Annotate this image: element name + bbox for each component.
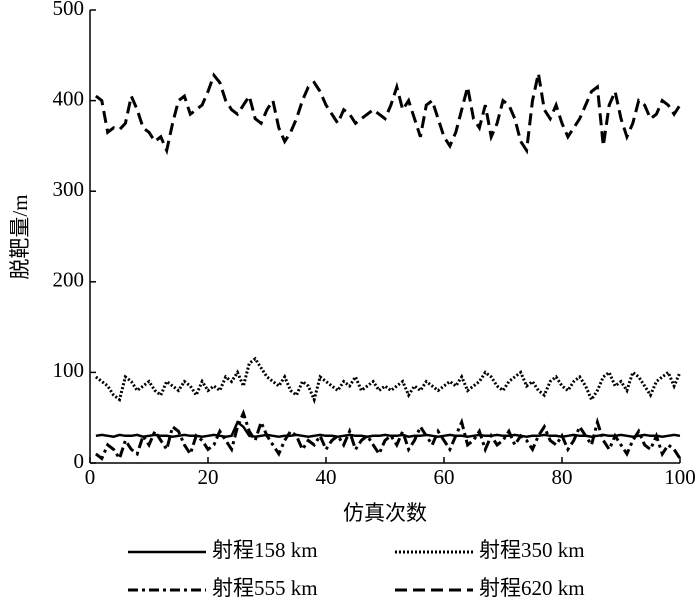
x-axis-label: 仿真次数 bbox=[343, 501, 427, 525]
x-tick-label: 40 bbox=[316, 465, 337, 489]
series-line bbox=[94, 356, 682, 405]
x-tick-label: 100 bbox=[664, 465, 696, 489]
x-tick-label: 80 bbox=[552, 465, 573, 489]
x-tick-label: 0 bbox=[85, 465, 96, 489]
series-line bbox=[94, 408, 682, 462]
y-tick-label: 200 bbox=[53, 268, 85, 292]
x-tick-label: 60 bbox=[434, 465, 455, 489]
x-tick-label: 20 bbox=[198, 465, 219, 489]
y-axis-label: 脱靶量/m bbox=[8, 194, 32, 279]
series-line bbox=[94, 72, 682, 156]
y-tick-label: 400 bbox=[53, 86, 85, 110]
legend-label: 射程350 km bbox=[479, 538, 585, 562]
legend-label: 射程555 km bbox=[212, 576, 318, 600]
y-tick-label: 300 bbox=[53, 177, 85, 201]
y-tick-label: 0 bbox=[74, 449, 85, 473]
y-tick-label: 100 bbox=[53, 358, 85, 382]
legend-label: 射程158 km bbox=[212, 538, 318, 562]
y-tick-label: 500 bbox=[53, 0, 85, 20]
legend-label: 射程620 km bbox=[479, 576, 585, 600]
series-line bbox=[95, 420, 681, 438]
